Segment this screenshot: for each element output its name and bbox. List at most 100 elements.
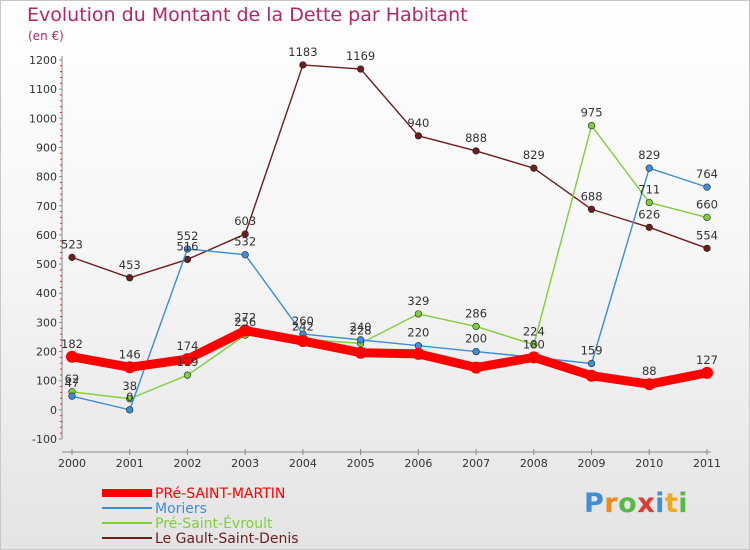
data-label: 228 xyxy=(350,323,372,337)
data-label: 272 xyxy=(234,311,256,325)
data-point xyxy=(645,223,653,231)
y-tick-label: 900 xyxy=(36,141,57,154)
data-label: 180 xyxy=(523,337,545,351)
data-label: 516 xyxy=(176,239,198,253)
legend-label: PRé-SAINT-MARTIN xyxy=(155,486,285,502)
data-label: 0 xyxy=(126,390,133,404)
series-line-2 xyxy=(71,124,708,400)
data-label: 240 xyxy=(350,320,372,334)
data-point xyxy=(68,253,76,261)
chart-subtitle: (en €) xyxy=(28,29,64,43)
data-point xyxy=(585,369,598,382)
x-tick-label: 2010 xyxy=(635,457,663,470)
data-point xyxy=(123,361,136,374)
x-tick-label: 2004 xyxy=(289,457,317,470)
y-tick-label: 1000 xyxy=(29,112,57,125)
data-point xyxy=(643,378,656,391)
y-tick-label: 800 xyxy=(36,171,57,184)
data-label: 127 xyxy=(696,353,718,367)
x-tick-label: 2000 xyxy=(58,457,86,470)
legend-label: Moriers xyxy=(155,501,207,517)
data-label: 146 xyxy=(119,347,141,361)
data-point xyxy=(530,340,538,349)
data-label: 453 xyxy=(119,258,141,272)
legend-label: Le Gault-Saint-Denis xyxy=(155,531,299,547)
data-label: 220 xyxy=(407,326,429,340)
data-label: 286 xyxy=(465,306,487,320)
data-point xyxy=(354,346,367,359)
data-label: 329 xyxy=(407,294,429,308)
data-point xyxy=(357,65,365,73)
data-label: 1183 xyxy=(288,45,317,59)
x-tick-label: 2002 xyxy=(173,457,201,470)
data-label: 626 xyxy=(638,207,660,221)
chart-title: Evolution du Montant de la Dette par Hab… xyxy=(27,4,468,26)
data-label: 88 xyxy=(642,364,657,378)
data-point xyxy=(587,205,596,213)
data-label: 182 xyxy=(61,337,83,351)
legend-label: Pré-Saint-Évroult xyxy=(155,515,273,532)
data-point xyxy=(183,245,192,253)
y-tick-label: 500 xyxy=(36,258,57,271)
data-point xyxy=(472,347,480,356)
y-tick-label: 1100 xyxy=(29,83,57,96)
x-tick-label: 2007 xyxy=(462,457,490,470)
data-point xyxy=(530,164,538,172)
y-tick-label: 400 xyxy=(36,287,57,300)
data-label: 940 xyxy=(407,116,429,130)
data-label: 532 xyxy=(234,235,256,249)
data-label: 62 xyxy=(65,372,80,386)
x-tick-label: 2008 xyxy=(520,457,548,470)
data-point xyxy=(66,350,78,363)
proxiti-logo: Proxiti xyxy=(584,488,689,519)
data-point xyxy=(412,347,425,360)
y-tick-label: 600 xyxy=(36,229,57,242)
data-label: 38 xyxy=(122,379,137,393)
data-label: 888 xyxy=(465,131,487,145)
data-point xyxy=(126,406,134,414)
data-point xyxy=(239,324,252,337)
y-tick-label: 1200 xyxy=(29,54,57,67)
data-label: 224 xyxy=(523,325,545,339)
data-point xyxy=(472,147,480,155)
data-point xyxy=(645,198,653,207)
data-point xyxy=(126,274,134,282)
data-label: 242 xyxy=(292,319,314,333)
data-point xyxy=(241,230,249,238)
data-label: 1169 xyxy=(346,49,375,63)
data-label: 200 xyxy=(465,332,487,346)
data-label: 688 xyxy=(581,189,603,203)
data-point xyxy=(414,132,422,140)
data-label: 554 xyxy=(696,228,718,242)
data-point xyxy=(183,371,192,379)
data-label: 260 xyxy=(292,314,314,328)
data-label: 764 xyxy=(696,167,718,181)
x-tick-label: 2011 xyxy=(693,457,721,470)
series-line-1 xyxy=(71,167,708,411)
data-point xyxy=(472,322,480,331)
y-tick-label: 100 xyxy=(36,375,57,388)
data-point xyxy=(296,335,309,348)
data-point xyxy=(470,361,483,374)
data-point xyxy=(703,244,711,252)
data-point xyxy=(181,353,194,366)
data-point xyxy=(701,366,713,379)
y-tick-label: 200 xyxy=(36,346,57,359)
series-line-3 xyxy=(71,64,708,279)
data-label: 603 xyxy=(234,214,256,228)
data-label: 159 xyxy=(581,343,603,357)
y-tick-label: 700 xyxy=(36,200,57,213)
y-tick-label: 300 xyxy=(36,316,57,329)
data-label: 552 xyxy=(176,229,198,243)
data-point xyxy=(587,121,596,130)
data-label: 829 xyxy=(638,148,660,162)
data-point xyxy=(587,359,596,368)
data-label: 47 xyxy=(65,376,80,390)
data-point xyxy=(68,392,76,400)
data-label: 256 xyxy=(234,315,256,329)
y-tick-label: 0 xyxy=(50,404,57,417)
data-point xyxy=(703,213,711,222)
x-tick-label: 2003 xyxy=(231,457,259,470)
